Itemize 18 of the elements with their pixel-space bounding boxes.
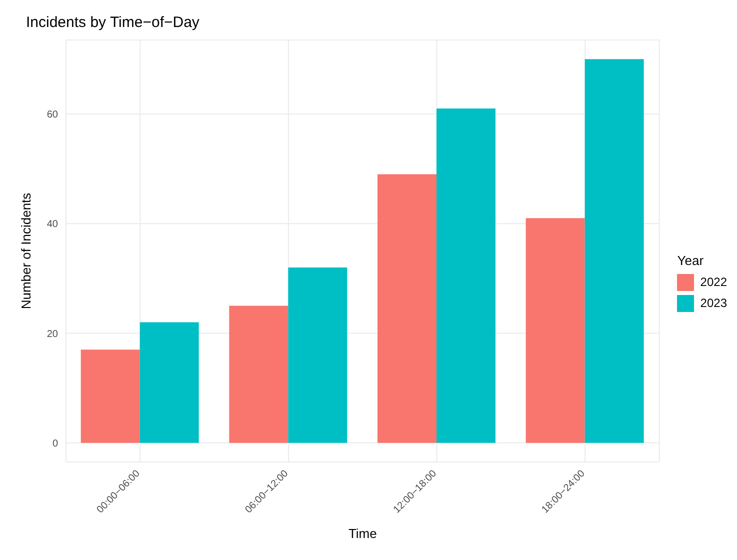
y-axis-title: Number of Incidents bbox=[18, 192, 34, 310]
legend-title: Year bbox=[677, 252, 705, 268]
x-axis-title: Time bbox=[348, 526, 377, 541]
bar bbox=[377, 174, 436, 443]
bar bbox=[436, 108, 496, 443]
y-tick-label: 60 bbox=[46, 110, 58, 121]
y-tick-label: 20 bbox=[46, 328, 58, 340]
bar bbox=[80, 350, 140, 443]
chart-title: Incidents by Time−of−Day bbox=[26, 14, 200, 31]
bar bbox=[526, 218, 585, 443]
legend-label: 2023 bbox=[700, 296, 727, 310]
bar bbox=[584, 59, 644, 443]
bar bbox=[229, 306, 288, 443]
bar bbox=[140, 322, 199, 443]
bar bbox=[288, 267, 348, 443]
y-tick-label: 0 bbox=[52, 438, 58, 450]
legend-label: 2022 bbox=[700, 275, 727, 289]
y-tick-label: 40 bbox=[46, 219, 58, 230]
